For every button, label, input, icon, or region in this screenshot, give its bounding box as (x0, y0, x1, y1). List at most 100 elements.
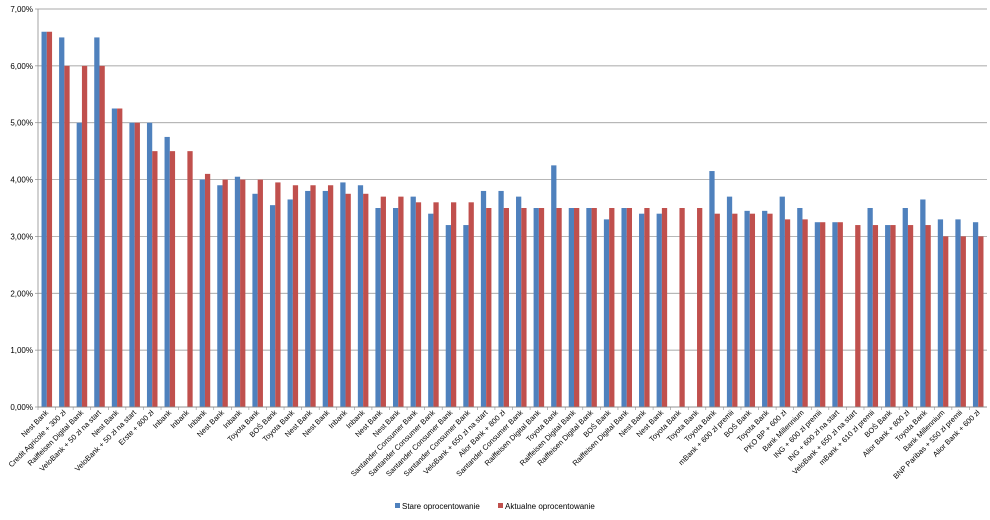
bar-stare (480, 190, 487, 407)
bar-stare (59, 37, 65, 408)
bar-stare (955, 219, 961, 407)
legend-label: Aktualne oprocentowanie (505, 502, 595, 511)
bar-stare (199, 179, 205, 407)
y-tick-label: 2,00% (10, 289, 33, 298)
bar-aktualne (46, 31, 53, 407)
bar-aktualne (222, 179, 228, 407)
bar-stare (603, 219, 610, 407)
bar-stare (76, 122, 82, 407)
bar-aktualne (503, 208, 509, 407)
bar-aktualne (117, 108, 123, 407)
bar-aktualne (134, 122, 140, 407)
bar-aktualne (556, 208, 562, 407)
bar-aktualne (187, 151, 193, 407)
bar-stare (779, 196, 785, 407)
legend-swatch (395, 503, 400, 508)
bar-aktualne (609, 208, 615, 407)
bar-stare (726, 196, 733, 407)
bar-aktualne (415, 202, 422, 407)
bar-aktualne (152, 151, 158, 407)
bar-stare (146, 122, 153, 407)
bar-stare (920, 199, 926, 407)
bar-stare (656, 213, 662, 407)
gridlines (38, 8, 987, 408)
bar-stare (972, 222, 979, 407)
bar-stare (832, 222, 838, 407)
bar-aktualne (820, 222, 826, 407)
x-category-label: Inbank (168, 408, 190, 430)
bar-aktualne (99, 65, 105, 407)
bar-stare (445, 225, 451, 407)
bar-aktualne (890, 225, 896, 407)
bar-stare (498, 190, 504, 407)
bar-stare (621, 208, 627, 407)
bar-stare (762, 210, 768, 407)
bar-stare (937, 219, 944, 407)
bar-aktualne (486, 208, 492, 407)
y-tick-label: 7,00% (10, 5, 33, 14)
bar-aktualne (626, 208, 633, 407)
bar-stare (410, 196, 416, 407)
bar-stare (709, 171, 715, 407)
bar-stare (164, 136, 170, 407)
bar-aktualne (714, 213, 720, 407)
bar-aktualne (943, 236, 949, 407)
x-category-label: Inbank (151, 408, 173, 430)
bar-aktualne (591, 208, 597, 407)
y-tick-label: 4,00% (10, 176, 33, 185)
bar-aktualne (240, 179, 246, 407)
bar-aktualne (257, 179, 263, 407)
bar-stare (463, 225, 469, 407)
bar-aktualne (679, 208, 685, 407)
axes (35, 8, 987, 410)
bar-aktualne (960, 236, 966, 407)
bar-aktualne (925, 225, 931, 407)
legend-swatch (498, 503, 503, 508)
bar-aktualne (64, 65, 70, 407)
bar-aktualne (661, 208, 668, 407)
bar-aktualne (732, 213, 738, 407)
y-tick-label: 1,00% (10, 346, 33, 355)
bar-aktualne (978, 236, 984, 407)
legend: Stare oprocentowanie Aktualne oprocentowa… (395, 502, 595, 511)
bar-stare (94, 37, 100, 408)
legend-label: Stare oprocentowanie (402, 502, 480, 511)
bar-aktualne (837, 222, 843, 407)
bar-aktualne (855, 225, 861, 407)
bar-stare (814, 222, 821, 407)
bar-stare (586, 208, 592, 407)
bar-stare (217, 185, 223, 407)
bar-stare (287, 199, 293, 407)
bar-aktualne (433, 202, 439, 407)
bar-aktualne (363, 193, 369, 407)
bar-stare (252, 193, 258, 407)
bar-aktualne (767, 213, 773, 407)
bar-stare (305, 190, 311, 407)
bar-stare (322, 190, 328, 407)
bar-aktualne (574, 208, 580, 407)
bar-stare (111, 108, 118, 407)
x-category-label: Inbank (327, 408, 349, 430)
bar-stare (551, 165, 557, 407)
bar-aktualne (784, 219, 791, 407)
bar-aktualne (907, 225, 914, 407)
bar-stare (269, 205, 276, 407)
bar-aktualne (345, 193, 351, 407)
bar-aktualne (697, 208, 703, 407)
bar-stare (129, 122, 135, 407)
bars (41, 31, 984, 408)
y-tick-label: 5,00% (10, 119, 33, 128)
bar-aktualne (450, 202, 457, 407)
bar-stare (41, 31, 47, 407)
bar-aktualne (204, 173, 211, 407)
bar-aktualne (275, 182, 281, 407)
bar-aktualne (749, 213, 756, 407)
bar-aktualne (521, 208, 527, 407)
y-axis-ticks: 0,00% 1,00% 2,00% 3,00% 4,00% 5,00% 6,00% 7,00% (10, 5, 33, 412)
bar-stare (797, 208, 803, 407)
bar-aktualne (380, 196, 386, 407)
bar-aktualne (81, 65, 88, 407)
